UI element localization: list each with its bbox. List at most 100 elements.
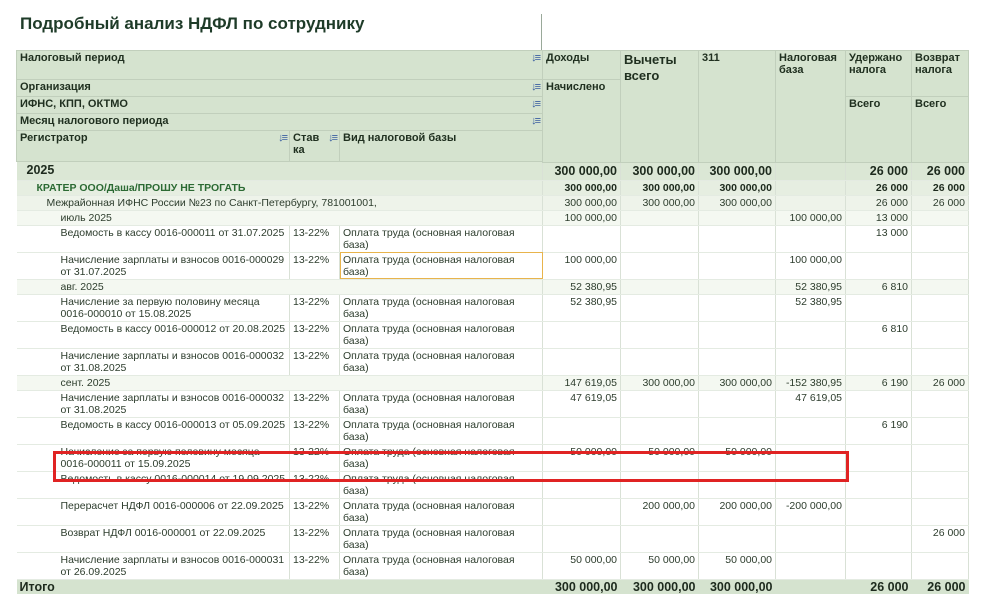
header-base-kind[interactable]: Вид налоговой базы — [339, 130, 543, 162]
base-kind-cell: Оплата труда (основная налоговая база) — [339, 552, 543, 580]
sort-icon[interactable]: ↓≡ — [531, 52, 541, 64]
registrar-cell: Перерасчет НДФЛ 0016-000006 от 22.09.202… — [16, 498, 290, 526]
document-row[interactable]: Возврат НДФЛ 0016-000001 от 22.09.2025 13… — [16, 525, 969, 553]
total-tax-base — [775, 578, 846, 594]
total-income: 300 000,00 — [542, 578, 621, 594]
organization-row[interactable]: КРАТЕР ООО/Даша/ПРОШУ НЕ ТРОГАТЬ 300 000,… — [16, 180, 969, 196]
withheld-cell — [845, 552, 912, 580]
document-row[interactable]: Ведомость в кассу 0016-000013 от 05.09.2… — [16, 417, 969, 445]
tax-base-cell — [775, 348, 846, 376]
tax-base-cell: -152 380,95 — [775, 375, 846, 391]
total-withheld: 26 000 — [845, 578, 912, 594]
registrar-cell: Начисление зарплаты и взносов 0016-00003… — [16, 348, 290, 376]
refund-cell — [911, 210, 969, 226]
document-row[interactable]: Ведомость в кассу 0016-000014 от 19.09.2… — [16, 471, 969, 499]
row-label: КРАТЕР ООО/Даша/ПРОШУ НЕ ТРОГАТЬ — [16, 180, 543, 196]
row-label-text: авг. 2025 — [60, 280, 104, 293]
sort-icon[interactable]: ↓≡ — [531, 98, 541, 110]
header-refund[interactable]: Возврат налога — [911, 50, 969, 97]
document-row[interactable]: Перерасчет НДФЛ 0016-000006 от 22.09.202… — [16, 498, 969, 526]
withheld-cell — [845, 348, 912, 376]
base-kind-cell: Оплата труда (основная налоговая база) — [339, 471, 543, 499]
tax-base-cell — [775, 162, 846, 181]
deductions-cell — [620, 471, 699, 499]
header-withheld-total[interactable]: Всего — [845, 96, 912, 163]
header-income-accrued[interactable]: Начислено — [542, 79, 621, 163]
total-deductions: 300 000,00 — [620, 578, 699, 594]
header-refund-total[interactable]: Всего — [911, 96, 969, 163]
row-label: ⊟июль 2025 — [16, 210, 543, 226]
rate-cell: 13-22% — [289, 525, 340, 553]
rate-cell: 13-22% — [289, 417, 340, 445]
header-spacer — [16, 161, 543, 162]
income-cell: 300 000,00 — [542, 162, 621, 181]
year-row[interactable]: 2025 300 000,00 300 000,00 300 000,00 26 000… — [16, 162, 969, 181]
base-kind-cell: Оплата труда (основная налоговая база) — [339, 252, 543, 280]
total-row: Итого 300 000,00 300 000,00 300 000,00 2… — [16, 578, 969, 594]
sort-icon[interactable]: ↓≡ — [328, 132, 338, 144]
sort-icon[interactable]: ↓≡ — [531, 115, 541, 127]
income-cell: 147 619,05 — [542, 375, 621, 391]
header-tax-period[interactable]: ↓≡ Налоговый период — [16, 50, 543, 80]
refund-cell — [911, 390, 969, 418]
header-deductions[interactable]: Вычеты всего — [620, 50, 699, 163]
rate-cell: 13-22% — [289, 471, 340, 499]
document-row[interactable]: Ведомость в кассу 0016-000012 от 20.08.2… — [16, 321, 969, 349]
header-withheld[interactable]: Удержано налога — [845, 50, 912, 97]
income-cell — [542, 498, 621, 526]
rate-cell: 13-22% — [289, 498, 340, 526]
base-kind-cell: Оплата труда (основная налоговая база) — [339, 225, 543, 253]
document-row[interactable]: Начисление зарплаты и взносов 0016-00003… — [16, 390, 969, 418]
code311-cell: 300 000,00 — [698, 375, 776, 391]
registrar-cell: Начисление зарплаты и взносов 0016-00003… — [16, 552, 290, 580]
header-income[interactable]: Доходы — [542, 50, 621, 80]
rate-cell: 13-22% — [289, 390, 340, 418]
registrar-cell: Ведомость в кассу 0016-000011 от 31.07.2… — [16, 225, 290, 253]
withheld-cell — [845, 294, 912, 322]
header-organization[interactable]: ↓≡ Организация — [16, 79, 543, 97]
header-registrar[interactable]: ↓≡ Регистратор — [16, 130, 290, 162]
ifns-row[interactable]: Межрайонная ИФНС России №23 по Санкт-Пет… — [16, 195, 969, 211]
refund-cell — [911, 279, 969, 295]
refund-cell: 26 000 — [911, 162, 969, 181]
report-table: ↓≡ Налоговый период Доходы Вычеты всего … — [16, 50, 969, 594]
registrar-cell: Начисление зарплаты и взносов 0016-00002… — [16, 252, 290, 280]
deductions-cell: 300 000,00 — [620, 375, 699, 391]
document-row[interactable]: Начисление зарплаты и взносов 0016-00003… — [16, 348, 969, 376]
withheld-cell: 6 190 — [845, 417, 912, 445]
header-withheld-label: Удержано налога — [849, 52, 903, 76]
document-row[interactable]: Начисление зарплаты и взносов 0016-00002… — [16, 252, 969, 280]
sort-icon[interactable]: ↓≡ — [531, 81, 541, 93]
code311-cell: 300 000,00 — [698, 195, 776, 211]
code311-cell — [698, 321, 776, 349]
deductions-cell — [620, 417, 699, 445]
header-rate[interactable]: ↓≡ Став ка — [289, 130, 340, 162]
refund-cell — [911, 348, 969, 376]
document-row[interactable]: Начисление за первую половину месяца 001… — [16, 444, 969, 472]
withheld-cell: 13 000 — [845, 210, 912, 226]
income-cell — [542, 417, 621, 445]
tax-base-cell — [775, 180, 846, 196]
document-row[interactable]: Начисление за первую половину месяца 001… — [16, 294, 969, 322]
registrar-cell: Ведомость в кассу 0016-000014 от 19.09.2… — [16, 471, 290, 499]
base-kind-cell: Оплата труда (основная налоговая база) — [339, 444, 543, 472]
sort-icon[interactable]: ↓≡ — [278, 132, 288, 144]
registrar-cell: Начисление за первую половину месяца 001… — [16, 294, 290, 322]
rate-cell: 13-22% — [289, 252, 340, 280]
header-311[interactable]: 311 — [698, 50, 776, 163]
deductions-cell: 300 000,00 — [620, 162, 699, 181]
header-registrar-label: Регистратор — [20, 132, 88, 144]
total-refund: 26 000 — [911, 578, 969, 594]
income-cell: 52 380,95 — [542, 294, 621, 322]
header-ifns[interactable]: ↓≡ ИФНС, КПП, ОКТМО — [16, 96, 543, 114]
document-row[interactable]: Ведомость в кассу 0016-000011 от 31.07.2… — [16, 225, 969, 253]
document-row[interactable]: Начисление зарплаты и взносов 0016-00003… — [16, 552, 969, 580]
header-tax-base[interactable]: Налоговая база — [775, 50, 846, 163]
tax-base-cell: 100 000,00 — [775, 252, 846, 280]
header-month[interactable]: ↓≡ Месяц налогового периода — [16, 113, 543, 131]
code311-cell — [698, 279, 776, 295]
code311-cell: 300 000,00 — [698, 162, 776, 181]
